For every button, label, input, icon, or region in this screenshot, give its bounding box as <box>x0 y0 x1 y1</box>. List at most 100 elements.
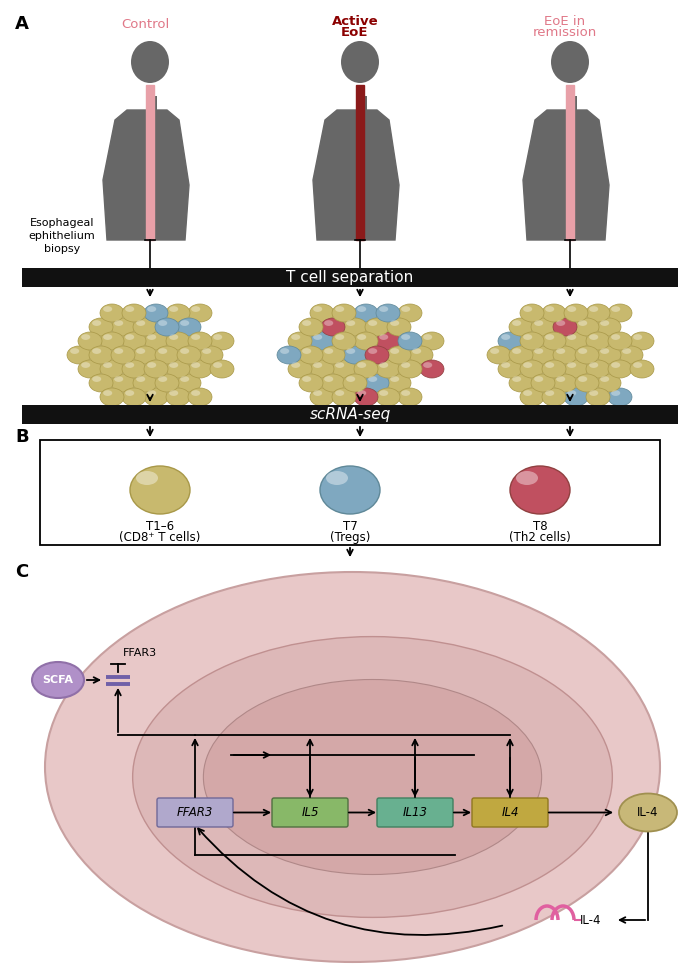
Ellipse shape <box>299 374 323 392</box>
Ellipse shape <box>125 390 134 396</box>
Ellipse shape <box>78 360 102 378</box>
Ellipse shape <box>210 360 234 378</box>
Text: A: A <box>15 15 29 33</box>
Polygon shape <box>146 85 154 240</box>
Ellipse shape <box>144 360 168 378</box>
Ellipse shape <box>490 348 499 354</box>
Ellipse shape <box>354 388 378 406</box>
Ellipse shape <box>332 332 356 350</box>
Ellipse shape <box>291 334 300 340</box>
Ellipse shape <box>144 332 168 350</box>
Ellipse shape <box>523 334 532 340</box>
Ellipse shape <box>320 466 380 514</box>
Ellipse shape <box>136 320 145 326</box>
Ellipse shape <box>509 374 533 392</box>
Ellipse shape <box>177 346 201 364</box>
Ellipse shape <box>575 318 599 336</box>
Ellipse shape <box>401 362 410 368</box>
Ellipse shape <box>501 334 510 340</box>
Text: remission: remission <box>533 26 597 39</box>
Ellipse shape <box>542 360 566 378</box>
Ellipse shape <box>564 388 588 406</box>
Ellipse shape <box>147 362 156 368</box>
Ellipse shape <box>586 388 610 406</box>
Text: T1–6: T1–6 <box>146 520 174 533</box>
Ellipse shape <box>409 346 433 364</box>
Ellipse shape <box>401 306 410 312</box>
Text: IL-4: IL-4 <box>637 806 659 819</box>
Ellipse shape <box>567 306 576 312</box>
Ellipse shape <box>133 318 157 336</box>
Ellipse shape <box>133 346 157 364</box>
Ellipse shape <box>291 362 300 368</box>
Ellipse shape <box>169 362 178 368</box>
Ellipse shape <box>600 320 609 326</box>
Text: T cell separation: T cell separation <box>286 270 414 285</box>
Ellipse shape <box>343 374 367 392</box>
Ellipse shape <box>357 390 366 396</box>
Ellipse shape <box>332 304 356 322</box>
Ellipse shape <box>600 348 609 354</box>
Ellipse shape <box>509 346 533 364</box>
Ellipse shape <box>390 376 399 382</box>
Ellipse shape <box>556 348 565 354</box>
Ellipse shape <box>611 362 620 368</box>
Ellipse shape <box>100 360 124 378</box>
Ellipse shape <box>335 306 344 312</box>
Ellipse shape <box>346 376 355 382</box>
Ellipse shape <box>299 318 323 336</box>
Ellipse shape <box>510 466 570 514</box>
Ellipse shape <box>420 360 444 378</box>
Ellipse shape <box>611 390 620 396</box>
Ellipse shape <box>387 318 411 336</box>
Ellipse shape <box>518 473 562 507</box>
Ellipse shape <box>155 346 179 364</box>
Ellipse shape <box>335 334 344 340</box>
Ellipse shape <box>564 360 588 378</box>
Ellipse shape <box>354 304 378 322</box>
Ellipse shape <box>531 318 555 336</box>
Ellipse shape <box>89 318 113 336</box>
Ellipse shape <box>310 388 334 406</box>
Ellipse shape <box>498 360 522 378</box>
Ellipse shape <box>100 388 124 406</box>
Ellipse shape <box>180 376 189 382</box>
Ellipse shape <box>288 360 312 378</box>
Ellipse shape <box>589 334 598 340</box>
Ellipse shape <box>188 304 212 322</box>
Ellipse shape <box>313 306 322 312</box>
Ellipse shape <box>103 362 112 368</box>
Ellipse shape <box>166 388 190 406</box>
Ellipse shape <box>567 362 576 368</box>
Ellipse shape <box>531 374 555 392</box>
Ellipse shape <box>321 346 345 364</box>
FancyBboxPatch shape <box>147 96 157 110</box>
Ellipse shape <box>376 360 400 378</box>
Ellipse shape <box>553 374 577 392</box>
Text: IL-4: IL-4 <box>580 913 601 926</box>
Ellipse shape <box>619 346 643 364</box>
Ellipse shape <box>166 360 190 378</box>
Ellipse shape <box>365 346 389 364</box>
Ellipse shape <box>534 376 543 382</box>
Ellipse shape <box>130 466 190 514</box>
Ellipse shape <box>343 318 367 336</box>
Ellipse shape <box>608 304 632 322</box>
Ellipse shape <box>586 304 610 322</box>
Ellipse shape <box>169 334 178 340</box>
Ellipse shape <box>398 332 422 350</box>
Ellipse shape <box>387 346 411 364</box>
Text: (Th2 cells): (Th2 cells) <box>509 531 571 544</box>
Text: IL13: IL13 <box>402 806 428 819</box>
Ellipse shape <box>103 306 112 312</box>
Ellipse shape <box>376 304 400 322</box>
Ellipse shape <box>328 473 372 507</box>
Ellipse shape <box>534 320 543 326</box>
Ellipse shape <box>401 334 410 340</box>
Ellipse shape <box>302 376 312 382</box>
FancyBboxPatch shape <box>157 798 233 827</box>
Ellipse shape <box>357 334 366 340</box>
Ellipse shape <box>335 362 344 368</box>
Ellipse shape <box>321 318 345 336</box>
Text: (CD8⁺ T cells): (CD8⁺ T cells) <box>119 531 201 544</box>
